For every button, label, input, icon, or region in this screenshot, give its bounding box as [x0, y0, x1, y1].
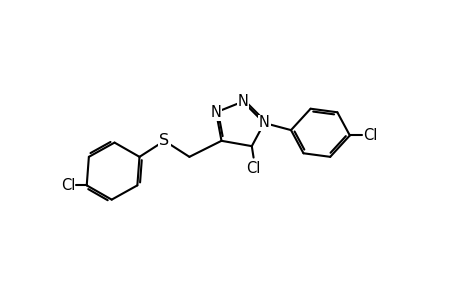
Text: Cl: Cl: [61, 178, 75, 193]
Text: N: N: [210, 105, 221, 120]
Text: Cl: Cl: [246, 161, 260, 176]
Text: Cl: Cl: [363, 128, 377, 143]
Text: S: S: [159, 133, 169, 148]
Text: N: N: [258, 116, 269, 130]
Text: N: N: [237, 94, 248, 109]
